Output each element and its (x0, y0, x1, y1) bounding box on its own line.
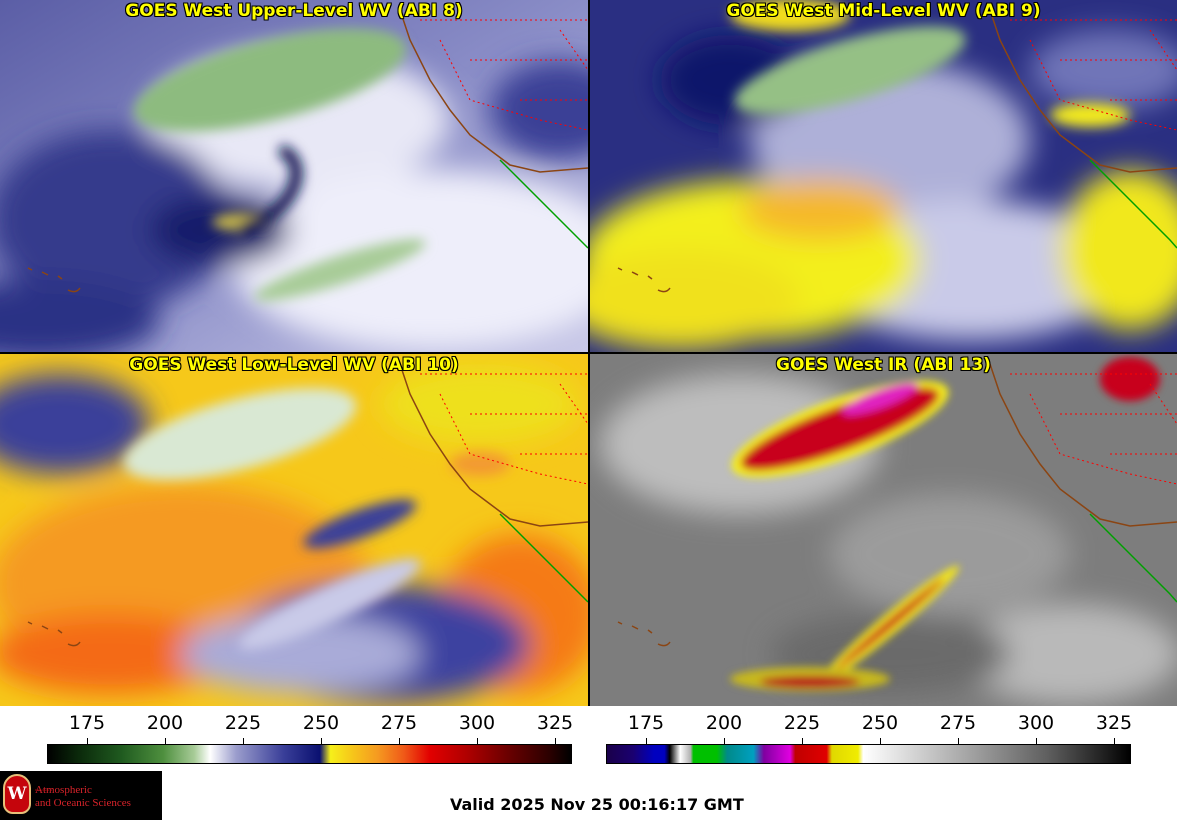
ir-tick-label: 175 (627, 712, 665, 734)
wv-tick-mark (399, 738, 400, 744)
ir-image (590, 354, 1177, 706)
ir-panel: GOES West IR (ABI 13) (590, 354, 1177, 706)
aos-logo: W Department of Atmospheric and Oceanic … (0, 771, 162, 820)
wv-colorbar (47, 744, 572, 764)
wv-tick-mark (87, 738, 88, 744)
wv-tick-mark (477, 738, 478, 744)
low-level-wv-title: GOES West Low-Level WV (ABI 10) (129, 355, 459, 375)
ir-tick-mark (1114, 738, 1115, 744)
valid-time-label: Valid 2025 Nov 25 00:16:17 GMT (450, 795, 744, 814)
wv-colorbar-ticks: 175 200 225 250 275 300 325 (47, 712, 574, 744)
ir-colorbar-ticks: 175 200 225 250 275 300 325 (606, 712, 1133, 744)
wv-tick-mark (555, 738, 556, 744)
ir-tick-mark (724, 738, 725, 744)
uw-crest-icon: W (3, 774, 31, 814)
mid-level-wv-title: GOES West Mid-Level WV (ABI 9) (726, 1, 1041, 21)
mid-level-wv-panel: GOES West Mid-Level WV (ABI 9) (590, 0, 1177, 352)
wv-tick-label: 275 (380, 712, 418, 734)
wv-tick-mark (243, 738, 244, 744)
upper-level-wv-panel: GOES West Upper-Level WV (ABI 8) (0, 0, 588, 352)
ir-tick-mark (958, 738, 959, 744)
ir-tick-label: 275 (939, 712, 977, 734)
wv-tick-label: 225 (224, 712, 262, 734)
ir-tick-label: 225 (783, 712, 821, 734)
wv-tick-mark (321, 738, 322, 744)
ir-tick-label: 325 (1095, 712, 1133, 734)
logo-line-1: Atmospheric (35, 784, 92, 796)
upper-level-wv-title: GOES West Upper-Level WV (ABI 8) (125, 1, 463, 21)
ir-tick-mark (1036, 738, 1037, 744)
wv-tick-mark (165, 738, 166, 744)
ir-tick-mark (646, 738, 647, 744)
ir-tick-label: 200 (705, 712, 743, 734)
wv-tick-label: 200 (146, 712, 184, 734)
ir-tick-mark (802, 738, 803, 744)
wv-tick-label: 175 (68, 712, 106, 734)
panel-divider-horizontal (0, 352, 1177, 354)
ir-tick-mark (880, 738, 881, 744)
wv-tick-label: 300 (458, 712, 496, 734)
low-level-wv-image (0, 354, 588, 706)
ir-title: GOES West IR (ABI 13) (776, 355, 991, 375)
ir-tick-label: 300 (1017, 712, 1055, 734)
mid-level-wv-image (590, 0, 1177, 352)
logo-department-text: Department of (35, 788, 53, 792)
logo-line-2: and Oceanic Sciences (35, 797, 131, 809)
ir-tick-label: 250 (861, 712, 899, 734)
wv-tick-label: 250 (302, 712, 340, 734)
ir-colorbar (606, 744, 1131, 764)
upper-level-wv-image (0, 0, 588, 352)
low-level-wv-panel: GOES West Low-Level WV (ABI 10) (0, 354, 588, 706)
wv-tick-label: 325 (536, 712, 574, 734)
